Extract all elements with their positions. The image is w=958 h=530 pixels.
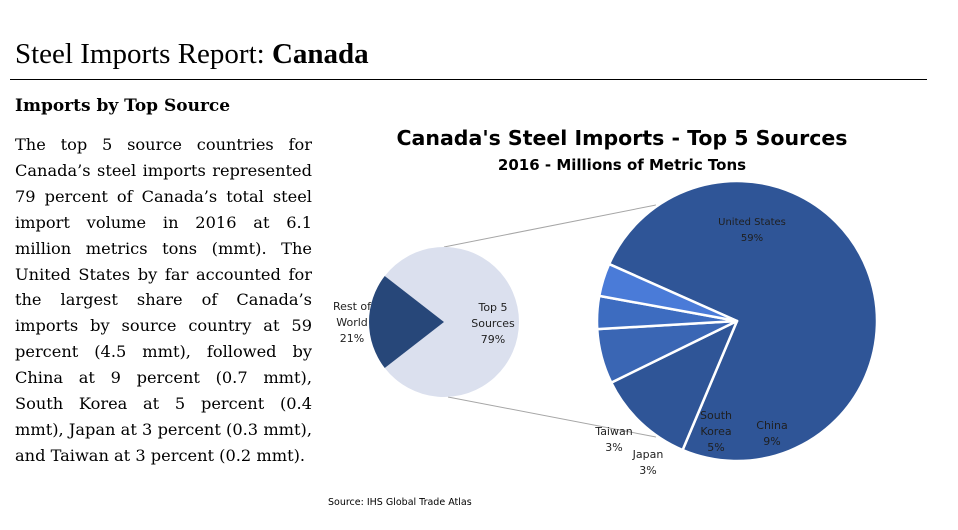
section-paragraph: The top 5 source countries for Canada’s … — [15, 135, 312, 465]
value-label-top-5-sources: 79% — [481, 333, 505, 346]
label-taiwan: Taiwan — [594, 425, 632, 438]
value-label-south-korea: 5% — [707, 441, 724, 454]
slice-top-5-sources — [384, 247, 520, 397]
label-united-states: United States — [718, 217, 786, 228]
label-south-korea-line2: Korea — [700, 425, 731, 438]
chart-subtitle: 2016 - Millions of Metric Tons — [498, 156, 746, 174]
connector-line-top — [443, 204, 657, 248]
value-label-taiwan: 3% — [605, 441, 622, 454]
label-south-korea-line1: South — [700, 409, 732, 422]
header-divider — [10, 79, 927, 80]
value-label-china: 9% — [763, 435, 780, 448]
slice-china — [610, 319, 739, 452]
section-heading: Imports by Top Source — [15, 96, 231, 116]
label-top-5-sources-line1: Top 5 — [477, 301, 507, 314]
page-title-prefix: Steel Imports Report: — [15, 38, 272, 70]
label-rest-of-world-line2: World — [336, 316, 368, 329]
label-china: China — [756, 419, 787, 432]
source-note: Source: IHS Global Trade Atlas — [328, 497, 472, 508]
label-rest-of-world-line1: Rest of — [333, 300, 372, 313]
slice-united-states — [607, 179, 879, 463]
page-title: Steel Imports Report: Canada — [15, 38, 369, 71]
overview-pie — [369, 247, 520, 397]
page-title-country: Canada — [271, 38, 369, 70]
chart-svg: Canada's Steel Imports - Top 5 Sources 2… — [333, 126, 879, 477]
pie-of-pie-chart: Canada's Steel Imports - Top 5 Sources 2… — [310, 116, 950, 526]
value-label-japan: 3% — [639, 464, 656, 477]
slice-rest-of-world — [369, 276, 444, 368]
value-label-united-states: 59% — [741, 233, 763, 244]
detail-pie — [595, 179, 879, 463]
connector-line-bottom — [447, 396, 657, 438]
slice-taiwan — [598, 262, 739, 323]
chart-title: Canada's Steel Imports - Top 5 Sources — [397, 126, 848, 150]
label-top-5-sources-line2: Sources — [471, 317, 515, 330]
data-labels: Rest of World 21% Top 5 Sources 79% United Sta… — [333, 217, 788, 477]
label-japan: Japan — [632, 448, 664, 461]
value-label-rest-of-world: 21% — [340, 332, 364, 345]
